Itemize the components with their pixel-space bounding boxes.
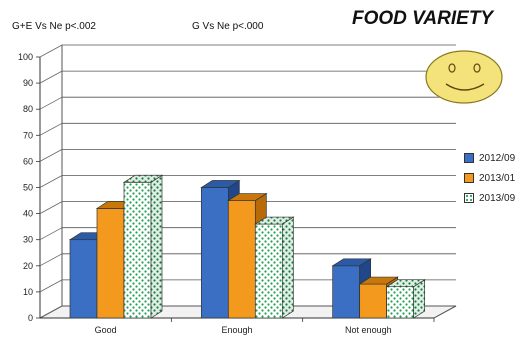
legend-swatch [464, 153, 474, 163]
smiley-face-icon [425, 50, 503, 104]
bar-top [122, 174, 164, 183]
gridline-side [39, 44, 63, 58]
legend-item: 2013/09 [464, 188, 515, 208]
x-tick-label: Good [95, 325, 117, 335]
y-tick-label: 70 [23, 130, 33, 140]
gridline-side [39, 201, 63, 214]
gridline-side [39, 253, 63, 267]
y-tick-label: 50 [23, 183, 33, 193]
x-tick-label: Not enough [345, 325, 392, 335]
y-tick-label: 30 [23, 235, 33, 245]
y-tick-label: 90 [23, 78, 33, 88]
gridline-side [39, 279, 63, 293]
bar-side [281, 216, 294, 319]
gridline-side [39, 96, 63, 110]
gridline-side [39, 305, 63, 319]
bar [254, 223, 283, 319]
gridline-side [39, 227, 63, 241]
bar-top [358, 276, 399, 285]
bar-top [331, 258, 372, 267]
legend-label: 2013/09 [479, 192, 516, 204]
bar [200, 187, 229, 319]
y-tick-label: 60 [23, 156, 33, 166]
y-tick-label: 0 [28, 313, 33, 323]
gridline-side [39, 70, 63, 84]
bar-top [385, 279, 426, 288]
legend-swatch [464, 173, 474, 183]
bar [227, 200, 256, 319]
legend-label: 2013/01 [479, 172, 516, 184]
bar [123, 181, 152, 319]
gridline-side [39, 175, 63, 188]
x-tick-label: Enough [221, 325, 252, 335]
gridline-side [39, 122, 63, 136]
legend-swatch [464, 193, 474, 203]
y-tick-label: 100 [18, 52, 33, 62]
stat-annotation-right: G Vs Ne p<.000 [192, 21, 264, 32]
legend-item: 2012/09 [464, 148, 515, 168]
bar [386, 286, 415, 319]
bar-top [227, 193, 268, 201]
legend-item: 2013/01 [464, 168, 515, 188]
gridline-side [39, 149, 63, 162]
bar-top [200, 180, 241, 188]
y-tick-label: 20 [23, 261, 33, 271]
legend: 2012/09 2013/01 2013/09 [464, 148, 515, 208]
stat-annotation-left: G+E Vs Ne p<.002 [12, 21, 96, 32]
legend-label: 2012/09 [479, 152, 516, 164]
y-tick-label: 10 [23, 287, 33, 297]
bar [332, 265, 361, 319]
y-tick-label: 80 [23, 104, 33, 114]
y-tick-label: 40 [23, 209, 33, 219]
bar [96, 208, 125, 319]
bar [359, 283, 388, 319]
bar-side [150, 174, 163, 319]
bar [69, 239, 98, 319]
chart-title: FOOD VARIETY [352, 8, 494, 29]
bar-top [254, 216, 295, 225]
